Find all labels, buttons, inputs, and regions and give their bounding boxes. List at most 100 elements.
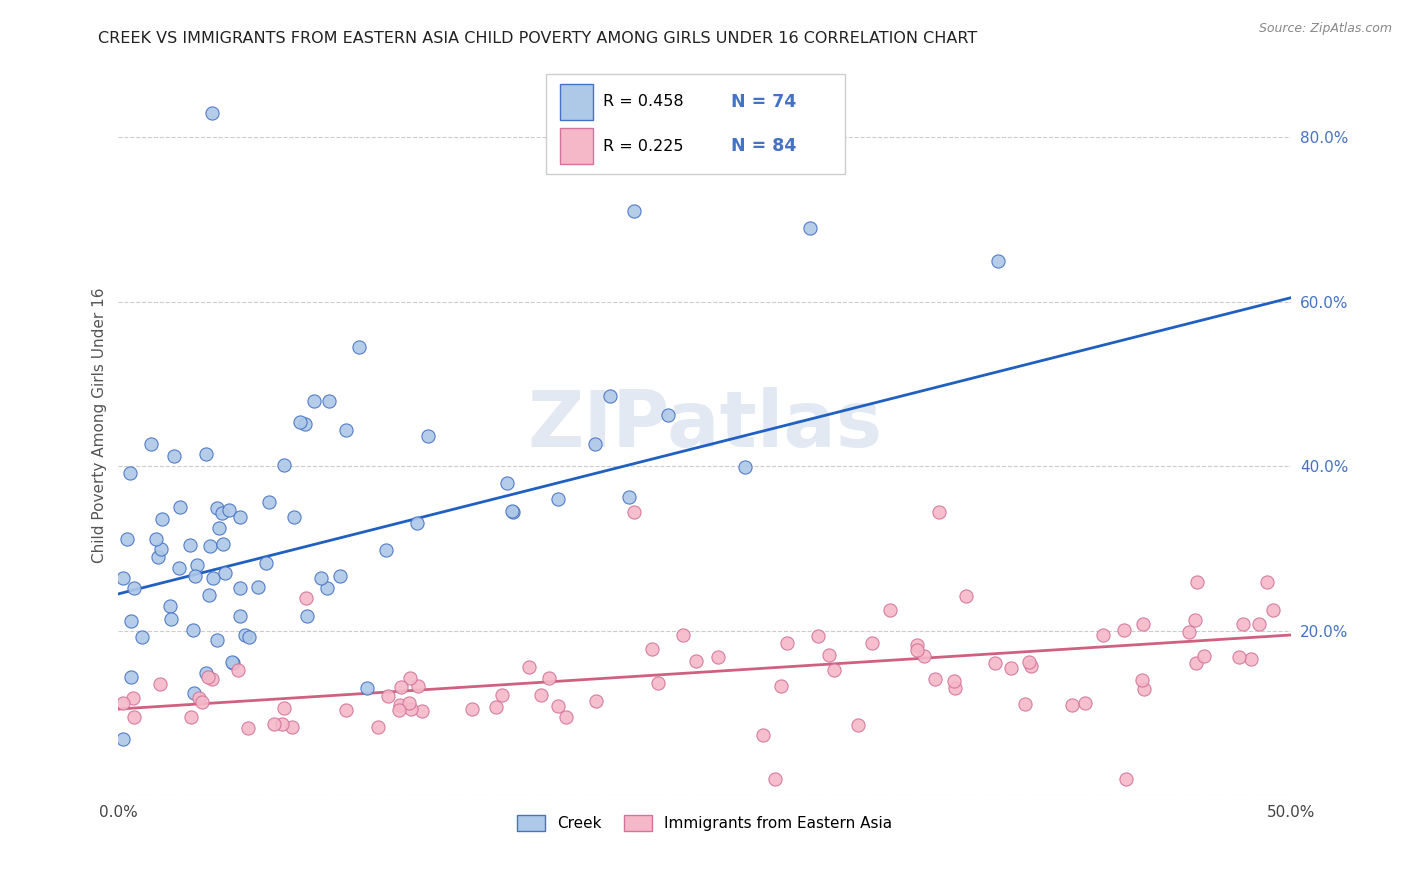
Point xyxy=(112,731,135,746)
Point xyxy=(1227,650,1250,665)
Point xyxy=(1192,649,1215,664)
Point xyxy=(335,703,357,717)
Point xyxy=(1184,657,1206,671)
Point xyxy=(205,501,228,516)
Point xyxy=(169,500,191,514)
Point xyxy=(706,649,728,664)
Point xyxy=(197,588,219,602)
Point xyxy=(179,538,201,552)
Point xyxy=(905,638,928,652)
Point xyxy=(183,686,205,700)
Point xyxy=(924,672,946,686)
Point xyxy=(271,717,294,731)
Point xyxy=(214,566,236,581)
Point xyxy=(273,458,295,473)
Point xyxy=(943,681,966,696)
Point xyxy=(928,505,950,519)
Point xyxy=(131,630,153,644)
Point xyxy=(198,539,221,553)
Point xyxy=(208,521,231,535)
Point xyxy=(1132,616,1154,631)
Point xyxy=(1062,698,1084,712)
Point xyxy=(1092,628,1115,642)
Point xyxy=(112,571,135,585)
Point xyxy=(356,681,378,695)
Point xyxy=(212,537,235,551)
Point xyxy=(318,393,340,408)
Point xyxy=(207,632,229,647)
Point xyxy=(347,340,370,354)
Point xyxy=(388,703,411,717)
Point xyxy=(623,505,645,519)
Point xyxy=(538,671,561,685)
Point xyxy=(491,688,513,702)
Point xyxy=(763,772,786,786)
Point xyxy=(685,654,707,668)
Point xyxy=(485,700,508,714)
Text: CREEK VS IMMIGRANTS FROM EASTERN ASIA CHILD POVERTY AMONG GIRLS UNDER 16 CORRELA: CREEK VS IMMIGRANTS FROM EASTERN ASIA CH… xyxy=(98,31,977,46)
Point xyxy=(195,666,218,681)
Point xyxy=(879,603,901,617)
Point xyxy=(295,591,318,605)
Point xyxy=(1133,681,1156,696)
Point xyxy=(770,679,793,693)
Point xyxy=(121,614,143,628)
Point xyxy=(316,581,339,595)
Point xyxy=(955,590,977,604)
Point xyxy=(1185,574,1208,589)
Point xyxy=(530,688,553,702)
Point xyxy=(799,220,821,235)
Point xyxy=(377,690,399,704)
Point xyxy=(309,571,332,585)
Point xyxy=(221,655,243,669)
Point xyxy=(1232,616,1254,631)
Point xyxy=(398,696,420,710)
Point xyxy=(181,624,204,638)
Point xyxy=(585,694,607,708)
Point xyxy=(201,105,224,120)
Point xyxy=(406,516,429,530)
Point xyxy=(218,503,240,517)
Point xyxy=(122,710,145,724)
Point xyxy=(211,506,233,520)
Point xyxy=(229,609,252,624)
Point xyxy=(294,417,316,431)
Point xyxy=(398,671,420,685)
Point xyxy=(1247,617,1270,632)
Point xyxy=(416,429,439,443)
Point xyxy=(1239,652,1261,666)
Bar xyxy=(561,128,593,164)
Point xyxy=(124,581,146,595)
Point xyxy=(1130,673,1153,687)
Point xyxy=(647,676,669,690)
Point xyxy=(163,449,186,463)
Point xyxy=(197,670,219,684)
Point xyxy=(228,663,250,677)
Point xyxy=(1000,660,1022,674)
Point xyxy=(257,495,280,509)
Point xyxy=(1018,656,1040,670)
Point xyxy=(118,466,141,480)
Text: N = 74: N = 74 xyxy=(731,93,797,111)
Point xyxy=(912,648,935,663)
Text: N = 84: N = 84 xyxy=(731,137,797,155)
Point xyxy=(149,677,172,691)
Point xyxy=(254,556,277,570)
FancyBboxPatch shape xyxy=(547,74,845,174)
Point xyxy=(150,541,173,556)
Point xyxy=(547,491,569,506)
Point xyxy=(202,571,225,585)
Point xyxy=(159,599,181,613)
Point xyxy=(188,690,211,705)
Point xyxy=(1014,697,1036,711)
Point xyxy=(145,533,167,547)
Point xyxy=(501,503,523,517)
Point xyxy=(1184,613,1206,627)
Point xyxy=(408,680,430,694)
Point xyxy=(641,641,664,656)
Point xyxy=(238,630,260,644)
Point xyxy=(623,204,645,219)
Point xyxy=(818,648,841,662)
Point xyxy=(200,672,222,686)
Point xyxy=(152,511,174,525)
